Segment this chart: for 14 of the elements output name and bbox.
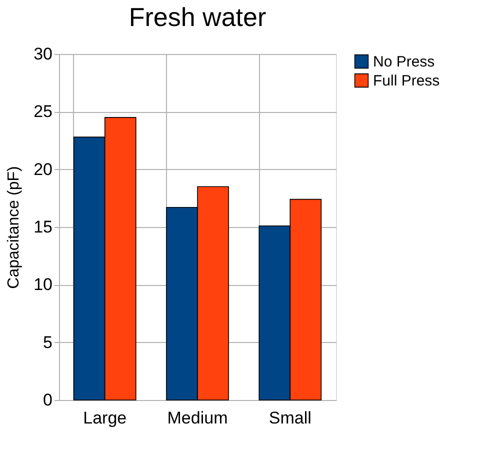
legend-label: Full Press bbox=[373, 72, 440, 90]
y-tick-label: 0 bbox=[43, 390, 52, 410]
legend-label: No Press bbox=[373, 54, 435, 70]
x-tick-label: Small bbox=[268, 408, 312, 428]
chart-title: Fresh water bbox=[128, 2, 266, 32]
y-tick-label: 5 bbox=[43, 332, 52, 352]
x-tick-label: Medium bbox=[167, 408, 228, 428]
y-tick-label: 15 bbox=[34, 218, 52, 236]
x-tick-label: Large bbox=[83, 408, 127, 428]
y-tick-label: 25 bbox=[34, 102, 52, 122]
y-tick-label: 20 bbox=[34, 160, 52, 179]
y-tick-label: 10 bbox=[34, 275, 52, 294]
y-axis-title: Capacitance (pF) bbox=[6, 166, 23, 289]
y-tick-label: 30 bbox=[34, 44, 52, 64]
